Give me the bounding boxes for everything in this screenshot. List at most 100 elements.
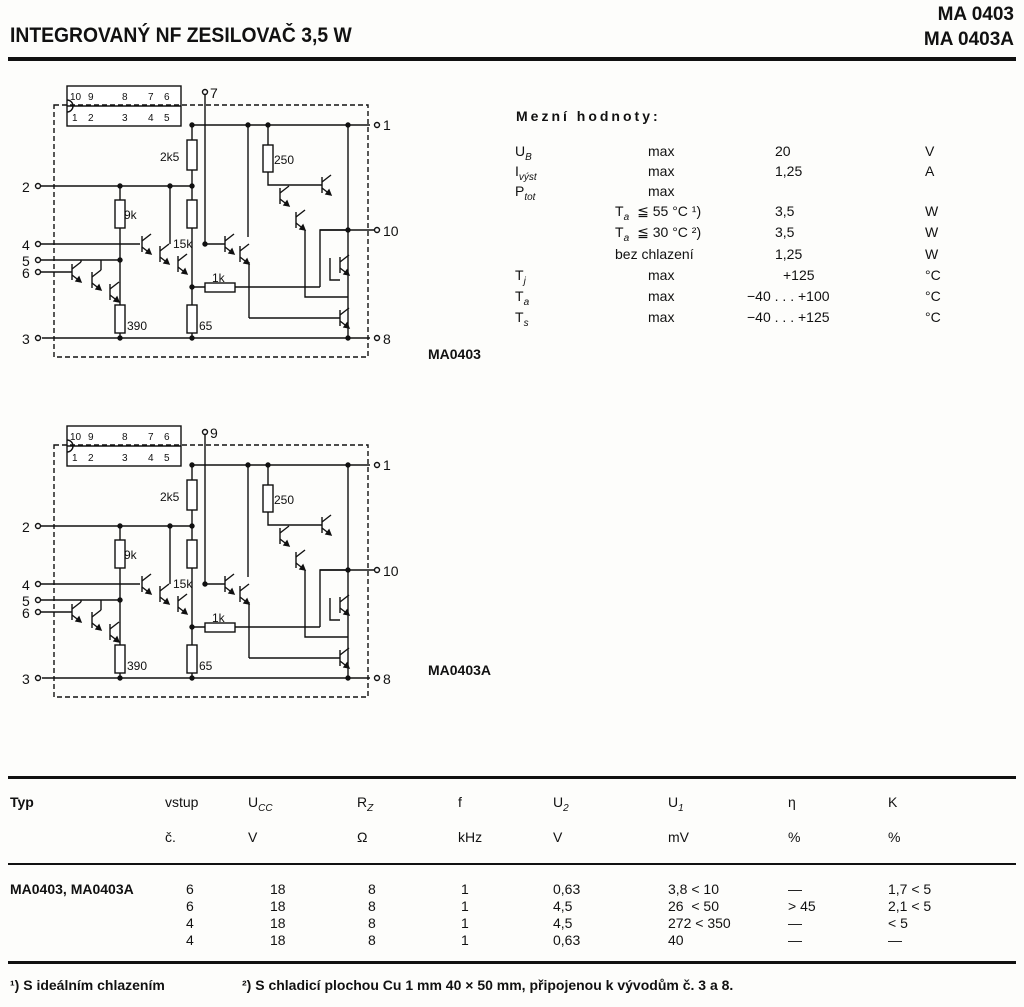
table-cell: 4,5 — [553, 915, 573, 931]
package-pin-label: 1 — [72, 113, 78, 124]
type-cell: MA0403, MA0403A — [10, 881, 134, 897]
resistor-label: 65 — [199, 659, 213, 673]
limit-symbol: Tj — [515, 267, 526, 287]
resistor-label: 2k5 — [160, 150, 180, 164]
limit-value: +125 — [783, 267, 815, 283]
table-cell: 8 — [368, 898, 376, 914]
table-cell: 18 — [270, 898, 286, 914]
column-header: K — [888, 794, 898, 810]
pin-label: 3 — [22, 331, 30, 347]
header-rule — [8, 57, 1016, 61]
limit-value: 3,5 — [775, 203, 795, 219]
limit-unit: °C — [925, 267, 941, 283]
column-unit: mV — [668, 829, 689, 845]
column-header: U1 — [668, 794, 684, 814]
resistor-label: 15k — [173, 237, 193, 251]
table-cell: — — [788, 932, 802, 948]
table-cell: 4 — [186, 932, 194, 948]
table-cell: 1 — [461, 915, 469, 931]
column-header: U2 — [553, 794, 569, 814]
package-pin-label: 9 — [88, 432, 94, 443]
pin-label: 3 — [22, 671, 30, 687]
table-cell: 272 < 350 — [668, 915, 731, 931]
package-pin-label: 5 — [164, 113, 170, 124]
table-cell: > 45 — [788, 898, 816, 914]
limit-unit: °C — [925, 288, 941, 304]
limit-symbol: Ts — [515, 309, 529, 329]
pin-label: 8 — [383, 671, 391, 687]
limit-unit: W — [925, 203, 939, 219]
pin-label: 1 — [383, 117, 391, 133]
resistor-label: 1k — [212, 271, 226, 285]
resistor-label: 390 — [127, 659, 147, 673]
resistor-label: 65 — [199, 319, 213, 333]
table-cell: 1,7 < 5 — [888, 881, 932, 897]
limit-unit: V — [925, 143, 935, 159]
table-cell: 18 — [270, 932, 286, 948]
resistor-label: 15k — [173, 577, 193, 591]
table-cell: 1 — [461, 881, 469, 897]
limit-qualifier: max — [648, 309, 675, 325]
resistor-label: 390 — [127, 319, 147, 333]
limit-qualifier: max — [648, 183, 675, 199]
package-pin-label: 2 — [88, 453, 94, 464]
table-cell: 40 — [668, 932, 684, 948]
limit-qualifier: max — [648, 288, 675, 304]
table-top-rule — [8, 776, 1016, 779]
table-cell: 1 — [461, 932, 469, 948]
limit-qualifier: max — [648, 267, 675, 283]
package-pin-label: 4 — [148, 453, 154, 464]
limit-unit: A — [925, 163, 935, 179]
limit-symbol: Ta — [515, 288, 530, 308]
package-pin-label: 1 — [72, 453, 78, 464]
resistor-label: 250 — [274, 493, 294, 507]
column-unit: Ω — [357, 829, 368, 845]
pin-label: 9 — [210, 425, 218, 441]
table-cell: 1 — [461, 898, 469, 914]
pin-label: 8 — [383, 331, 391, 347]
table-cell: 6 — [186, 881, 194, 897]
table-cell: 6 — [186, 898, 194, 914]
model-name: MA 0403A — [923, 29, 1014, 50]
table-cell: 18 — [270, 881, 286, 897]
package-pin-label: 3 — [122, 113, 128, 124]
pin-label: 6 — [22, 605, 30, 621]
limit-value: −40 . . . +125 — [747, 309, 830, 325]
pin-label: 10 — [383, 223, 399, 239]
page-title: INTEGROVANÝ NF ZESILOVAČ 3,5 W — [10, 24, 352, 47]
table-cell: — — [788, 881, 802, 897]
table-cell: 3,8 < 10 — [668, 881, 719, 897]
limit-qualifier: max — [648, 163, 675, 179]
pin-label: 2 — [22, 519, 30, 535]
column-header: f — [458, 794, 462, 810]
limit-value: −40 . . . +100 — [747, 288, 830, 304]
table-cell: 8 — [368, 932, 376, 948]
package-pin-label: 7 — [148, 92, 154, 103]
table-cell: 18 — [270, 915, 286, 931]
limit-unit: W — [925, 246, 939, 262]
package-pin-label: 9 — [88, 92, 94, 103]
limit-value: 20 — [775, 143, 791, 159]
limit-condition: Ta ≦ 55 °C ¹) — [615, 203, 702, 223]
limit-symbol: UB — [515, 143, 532, 163]
table-cell: 4,5 — [553, 898, 573, 914]
pin-label: 4 — [22, 577, 30, 593]
column-unit: V — [553, 829, 563, 845]
table-cell: < 5 — [888, 915, 908, 931]
schematic-label: MA0403 — [428, 346, 481, 362]
limit-value: 3,5 — [775, 224, 795, 240]
table-cell: 0,63 — [553, 932, 581, 948]
column-header: UCC — [248, 794, 273, 814]
schematic-label: MA0403A — [428, 662, 492, 678]
limit-value: 1,25 — [775, 163, 803, 179]
pin-label: 2 — [22, 179, 30, 195]
pin-label: 5 — [22, 593, 30, 609]
resistor-label: 9k — [124, 548, 138, 562]
table-cell: 0,63 — [553, 881, 581, 897]
resistor-label: 9k — [124, 208, 138, 222]
column-header: vstup — [165, 794, 199, 810]
package-pin-label: 5 — [164, 453, 170, 464]
